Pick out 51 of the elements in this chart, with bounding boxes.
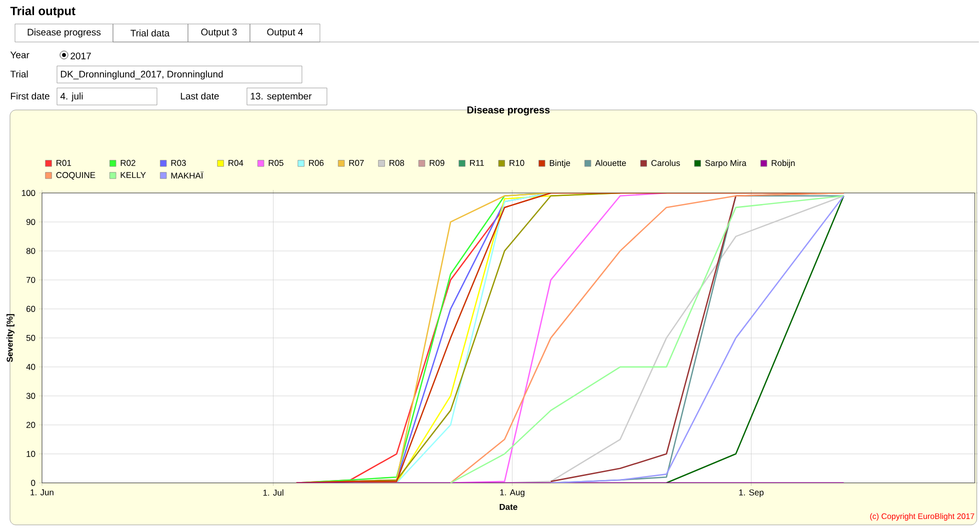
text: Trial output: [10, 6, 76, 18]
legend-label: Carolus: [651, 160, 680, 166]
legend-label: COQUINE: [56, 172, 96, 180]
legend-label: R03: [171, 160, 186, 166]
text: First date: [10, 92, 50, 100]
chart-title: Disease progress: [467, 106, 550, 116]
y-tick-label: 10: [26, 450, 36, 457]
x-axis-title: Date: [500, 504, 518, 510]
text: Year: [10, 52, 30, 58]
legend-label: R08: [390, 160, 404, 166]
x-tick-label: 1. Sep: [739, 489, 764, 498]
legend-label: R06: [309, 160, 324, 166]
text: 13. september: [250, 92, 312, 102]
text: (c) Copyright EuroBlight 2017: [870, 513, 974, 521]
legend-label: Sarpo Mira: [705, 160, 746, 168]
legend-label: R04: [228, 160, 244, 166]
y-tick-label: 70: [26, 276, 36, 283]
legend-label: R09: [430, 160, 444, 166]
legend-label: R05: [268, 160, 284, 166]
y-tick-label: 100: [22, 190, 36, 196]
x-tick-label: 1. Jun: [30, 489, 54, 496]
y-tick-label: 30: [26, 392, 36, 399]
legend-label: Robijn: [772, 160, 795, 168]
legend-label: R11: [470, 160, 484, 166]
x-tick-label: 1. Aug: [500, 489, 524, 498]
y-tick-label: 40: [26, 364, 36, 370]
legend-label: R01: [56, 160, 72, 166]
y-axis-title: Severity [%]: [6, 314, 14, 362]
legend-label: R07: [349, 160, 364, 166]
y-tick-label: 80: [26, 248, 36, 254]
text: Output 4: [267, 28, 303, 38]
legend-label: R02: [120, 160, 136, 166]
legend-label: Bintje: [550, 160, 570, 168]
text: 2017: [70, 52, 91, 60]
legend-label: KELLY: [120, 172, 146, 178]
text: DK_Dronninglund_2017, Dronninglund: [60, 70, 223, 80]
text: Disease progress: [28, 28, 101, 38]
text: Trial: [10, 70, 28, 78]
legend-label: R10: [510, 160, 524, 166]
text: Output 3: [201, 28, 237, 38]
y-tick-label: 0: [31, 480, 36, 486]
legend-label: Alouette: [595, 160, 626, 166]
legend-label: MAKHAÏ: [171, 171, 204, 179]
y-tick-label: 50: [26, 334, 36, 341]
text: 4. juli: [60, 92, 83, 102]
x-tick-label: 1. Jul: [263, 489, 284, 496]
y-tick-label: 20: [26, 422, 36, 428]
y-tick-label: 60: [26, 306, 36, 312]
y-tick-label: 90: [26, 218, 36, 226]
text: Last date: [180, 92, 219, 100]
text: Trial data: [130, 30, 170, 37]
